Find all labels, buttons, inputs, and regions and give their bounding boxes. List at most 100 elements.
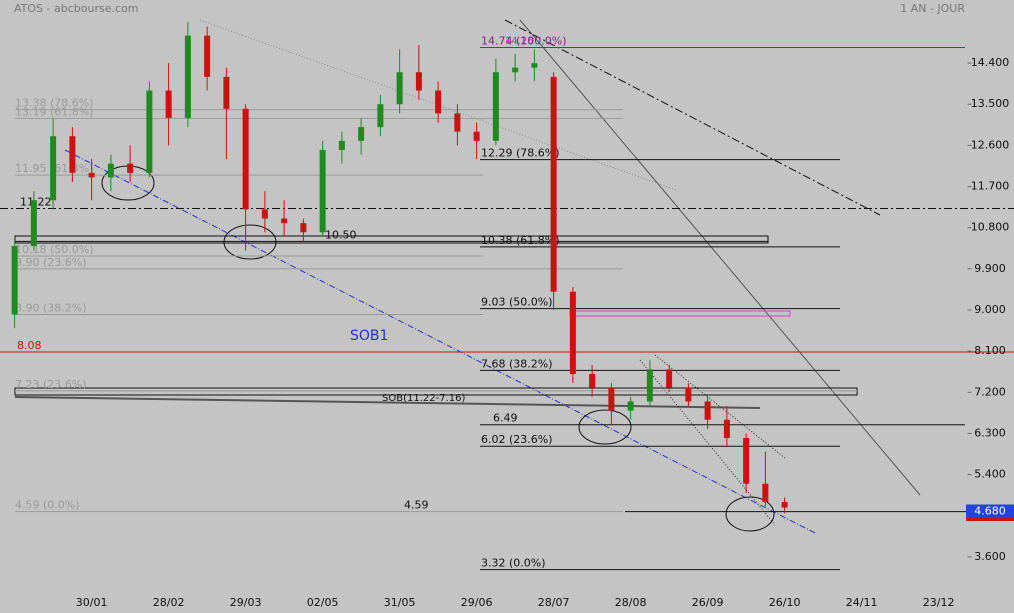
- y-tick-label: 7.200: [974, 385, 1006, 398]
- candle-body: [704, 401, 711, 420]
- level-label: 9.90 (23.6%): [15, 256, 87, 269]
- level-label: 10.18 (50.0%): [15, 243, 94, 256]
- candle-body: [762, 483, 769, 503]
- x-tick-label: 29/06: [461, 596, 493, 609]
- chart-title: ATOS - abcbourse.com: [14, 2, 138, 15]
- x-tick-label: 26/10: [769, 596, 801, 609]
- x-tick-label: 31/05: [384, 596, 416, 609]
- candle-body: [261, 209, 268, 219]
- level-label: 8.90 (38.2%): [15, 302, 87, 315]
- candle-body: [589, 373, 596, 388]
- level-label: 10.50: [325, 228, 357, 241]
- annotation: SOB(11.22-7.16): [382, 393, 465, 404]
- candle-body: [531, 63, 538, 68]
- level-label: 4.59 (0.0%): [15, 499, 80, 512]
- circle: [725, 496, 775, 532]
- y-tick-label: 12.600: [971, 138, 1010, 151]
- candle-body: [666, 369, 673, 388]
- trend-line: [64, 149, 816, 534]
- y-tick-label: 10.800: [971, 221, 1010, 234]
- candle-body: [69, 136, 76, 173]
- candle-body: [608, 387, 615, 411]
- x-tick-label: 28/08: [615, 596, 647, 609]
- level-label: 12.29 (78.6%): [481, 147, 560, 160]
- candle-body: [569, 291, 576, 374]
- x-tick-label: 23/12: [923, 596, 955, 609]
- candle-body: [454, 113, 461, 132]
- trend-line: [504, 19, 881, 216]
- y-tick-label: 9.900: [974, 262, 1006, 275]
- x-tick-label: 28/07: [538, 596, 570, 609]
- candle-body: [550, 76, 557, 292]
- drawings: [14, 19, 921, 534]
- level-label: 14.74 (100.0%): [481, 35, 567, 48]
- annotation: 14.26: [505, 36, 534, 47]
- candle-body: [743, 438, 750, 484]
- candle-body: [627, 401, 634, 411]
- level-label: 7.23 (23.6%): [15, 378, 87, 391]
- candle-body: [50, 136, 57, 201]
- candle-body: [377, 104, 384, 128]
- candle-body: [435, 90, 442, 114]
- y-tick-label: 14.400: [971, 56, 1010, 69]
- candle-body: [11, 245, 18, 315]
- y-tick-label: 8.100: [974, 344, 1006, 357]
- y-tick-label: 3.600: [974, 550, 1006, 563]
- level-label: 6.49: [493, 412, 518, 425]
- candle-body: [165, 90, 172, 118]
- candle-body: [30, 200, 37, 246]
- last-price-label: 4.680: [974, 505, 1006, 518]
- candle-body: [723, 419, 730, 439]
- candle-body: [107, 163, 114, 178]
- candle-body: [685, 387, 692, 402]
- annotation: SOB1: [350, 328, 388, 344]
- x-tick-label: 28/02: [153, 596, 185, 609]
- level-label: 8.08: [17, 339, 42, 352]
- level-label: 9.03 (50.0%): [481, 296, 553, 309]
- trend-line: [654, 354, 786, 459]
- candle-body: [492, 72, 499, 141]
- candle-body: [127, 163, 134, 173]
- chart-subtitle: 1 AN - JOUR: [900, 2, 965, 15]
- y-tick-label: 13.500: [971, 97, 1010, 110]
- candle-body: [781, 502, 788, 508]
- x-tick-label: 30/01: [76, 596, 108, 609]
- circle: [223, 224, 277, 260]
- zone-box: [14, 387, 858, 396]
- candle-body: [319, 149, 326, 233]
- level-label: 4.59: [404, 499, 429, 512]
- circle: [578, 409, 632, 445]
- candle-body: [646, 369, 653, 402]
- x-tick-label: 26/09: [692, 596, 724, 609]
- candle-body: [415, 72, 422, 91]
- candle-body: [358, 127, 365, 141]
- y-tick-label: 9.000: [974, 303, 1006, 316]
- y-tick-label: 11.700: [971, 180, 1010, 193]
- x-tick-label: 02/05: [307, 596, 339, 609]
- candle-body: [473, 131, 480, 141]
- candle-body: [512, 67, 519, 73]
- last-price-box: [966, 504, 1014, 519]
- candle-body: [88, 172, 95, 178]
- y-tick-label: 6.300: [974, 426, 1006, 439]
- candle-body: [338, 140, 345, 150]
- candle-body: [223, 76, 230, 109]
- candle-body: [281, 218, 288, 224]
- candle-body: [300, 223, 307, 233]
- candle-body: [146, 90, 153, 173]
- level-label: 13.38 (78.6%): [15, 97, 94, 110]
- trend-line: [14, 396, 761, 409]
- level-label: 13.19 (61.8%): [15, 105, 94, 118]
- trend-line: [519, 19, 921, 496]
- y-tick-label: 5.400: [974, 468, 1006, 481]
- level-label: 3.32 (0.0%): [481, 557, 546, 570]
- x-tick-label: 29/03: [230, 596, 262, 609]
- candle-body: [396, 72, 403, 105]
- level-label: 6.02 (23.6%): [481, 433, 553, 446]
- candle-body: [184, 35, 191, 118]
- candle-body: [242, 108, 249, 210]
- level-label: 10.38 (61.8%): [481, 234, 560, 247]
- x-tick-label: 24/11: [846, 596, 878, 609]
- level-label: 7.68 (38.2%): [481, 357, 553, 370]
